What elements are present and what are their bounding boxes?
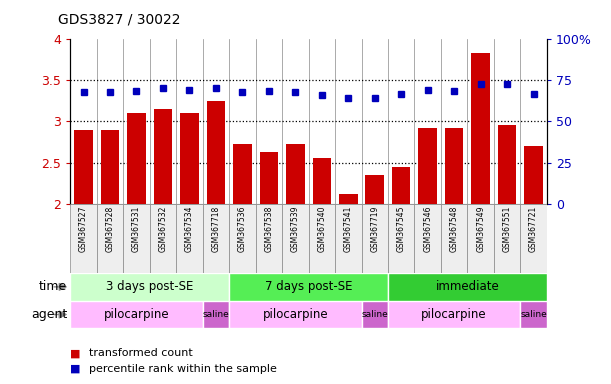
Text: time: time	[39, 280, 67, 293]
Text: saline: saline	[520, 310, 547, 319]
Text: GSM367539: GSM367539	[291, 206, 300, 252]
Bar	[521, 301, 547, 328]
Bar	[70, 273, 229, 301]
Text: GSM367548: GSM367548	[450, 206, 459, 252]
Bar	[309, 204, 335, 273]
Bar	[101, 130, 119, 204]
Bar	[176, 204, 203, 273]
Bar	[75, 130, 93, 204]
Bar	[388, 204, 414, 273]
Bar	[445, 128, 463, 204]
Text: GDS3827 / 30022: GDS3827 / 30022	[58, 13, 180, 27]
Text: saline: saline	[202, 310, 229, 319]
Bar	[127, 113, 145, 204]
Text: pilocarpine: pilocarpine	[263, 308, 328, 321]
Bar	[388, 301, 521, 328]
Bar	[203, 301, 229, 328]
Bar	[154, 109, 172, 204]
Text: GSM367718: GSM367718	[211, 206, 221, 252]
Bar	[362, 204, 388, 273]
Text: GSM367549: GSM367549	[476, 206, 485, 252]
Text: GSM367538: GSM367538	[265, 206, 273, 252]
Text: 7 days post-SE: 7 days post-SE	[265, 280, 353, 293]
Bar	[392, 167, 411, 204]
Text: percentile rank within the sample: percentile rank within the sample	[89, 364, 276, 374]
Text: GSM367536: GSM367536	[238, 206, 247, 252]
Text: GSM367532: GSM367532	[158, 206, 167, 252]
Text: transformed count: transformed count	[89, 348, 192, 358]
Text: 3 days post-SE: 3 days post-SE	[106, 280, 194, 293]
Bar	[207, 101, 225, 204]
Bar	[313, 159, 331, 204]
Bar	[365, 175, 384, 204]
Text: saline: saline	[361, 310, 388, 319]
Text: ■: ■	[70, 364, 81, 374]
Bar	[441, 204, 467, 273]
Bar	[362, 301, 388, 328]
Text: GSM367534: GSM367534	[185, 206, 194, 252]
Bar	[494, 204, 521, 273]
Text: GSM367527: GSM367527	[79, 206, 88, 252]
Bar	[467, 204, 494, 273]
Text: GSM367546: GSM367546	[423, 206, 432, 252]
Text: GSM367540: GSM367540	[317, 206, 326, 252]
Bar	[419, 128, 437, 204]
Bar	[123, 204, 150, 273]
Bar	[70, 301, 203, 328]
Bar	[233, 144, 252, 204]
Bar	[282, 204, 309, 273]
Text: immediate: immediate	[436, 280, 499, 293]
Text: GSM367721: GSM367721	[529, 206, 538, 252]
Bar	[388, 273, 547, 301]
Bar	[524, 146, 543, 204]
Text: pilocarpine: pilocarpine	[422, 308, 487, 321]
Text: GSM367528: GSM367528	[106, 206, 114, 252]
Text: GSM367545: GSM367545	[397, 206, 406, 252]
Bar	[203, 204, 229, 273]
Bar	[70, 204, 97, 273]
Text: GSM367531: GSM367531	[132, 206, 141, 252]
Bar	[414, 204, 441, 273]
Bar	[339, 194, 357, 204]
Bar	[472, 53, 490, 204]
Bar	[229, 204, 255, 273]
Bar	[498, 126, 516, 204]
Text: GSM367719: GSM367719	[370, 206, 379, 252]
Text: ■: ■	[70, 348, 81, 358]
Bar	[286, 144, 305, 204]
Text: pilocarpine: pilocarpine	[104, 308, 169, 321]
Text: GSM367541: GSM367541	[344, 206, 353, 252]
Bar	[180, 113, 199, 204]
Bar	[255, 204, 282, 273]
Bar	[521, 204, 547, 273]
Bar	[229, 301, 362, 328]
Bar	[335, 204, 362, 273]
Bar	[97, 204, 123, 273]
Text: GSM367551: GSM367551	[503, 206, 511, 252]
Bar	[260, 152, 278, 204]
Bar	[229, 273, 388, 301]
Bar	[150, 204, 176, 273]
Text: agent: agent	[31, 308, 67, 321]
